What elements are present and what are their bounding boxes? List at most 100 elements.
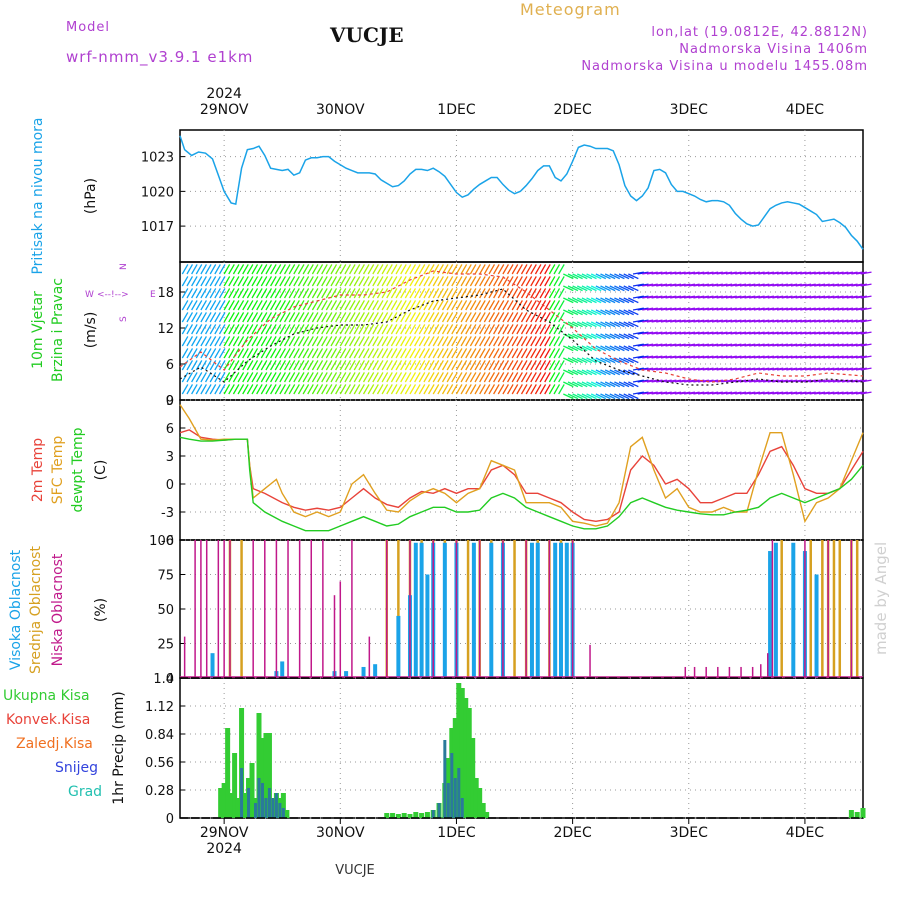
time-label-top: 4DEC xyxy=(786,102,825,118)
wind-arrow xyxy=(497,300,505,311)
wind-arrow xyxy=(316,372,324,383)
wind-arrow xyxy=(735,391,747,395)
wind-arrow xyxy=(423,300,430,311)
wind-arrow xyxy=(702,271,714,275)
wind-arrow xyxy=(716,319,728,323)
wind-arrow xyxy=(725,355,737,359)
cloud-bar xyxy=(513,540,516,678)
wind-arrow xyxy=(632,307,644,311)
wind-arrow xyxy=(311,384,319,395)
cloud-bar xyxy=(850,540,853,678)
wind-arrow xyxy=(656,271,668,275)
wind-arrow xyxy=(632,295,644,299)
wind-arrow xyxy=(744,295,756,299)
wind-arrow xyxy=(311,264,319,275)
wind-arrow xyxy=(823,319,835,323)
wind-arrow xyxy=(195,288,203,299)
wind-arrow xyxy=(642,355,654,359)
wind-arrow xyxy=(679,319,691,323)
wind-arrow xyxy=(855,343,867,347)
wind-arrow xyxy=(455,336,463,347)
wind-arrow xyxy=(242,336,249,347)
wind-arrow xyxy=(534,336,542,347)
temp-line-1 xyxy=(179,429,864,523)
wind-arrow xyxy=(451,336,458,347)
wind-arrow xyxy=(716,307,728,311)
wind-arrow xyxy=(321,348,328,359)
wind-arrow xyxy=(697,271,710,275)
meteogram-title: Meteogram xyxy=(520,0,621,19)
wind-arrow xyxy=(563,309,574,316)
wind-arrow xyxy=(283,372,291,383)
wind-arrow xyxy=(265,276,273,287)
wind-arrow xyxy=(191,288,198,299)
cloud-ylabel-2: Srednja Oblacnost xyxy=(28,546,44,674)
wind-arrow xyxy=(200,384,207,395)
wind-arrow xyxy=(586,285,597,292)
precip-bar xyxy=(259,738,265,818)
wind-arrow xyxy=(814,355,826,359)
wind-arrow xyxy=(776,283,788,287)
wind-arrow xyxy=(539,288,547,299)
wind-arrow xyxy=(609,345,621,352)
wind-arrow xyxy=(497,336,505,347)
wind-arrow xyxy=(520,312,528,323)
wind-arrow xyxy=(200,264,207,275)
wind-arrow xyxy=(530,288,537,299)
y-tick-label: 1.4 xyxy=(153,672,174,687)
wind-arrow xyxy=(376,312,384,323)
wind-arrow xyxy=(632,283,644,287)
wind-arrow xyxy=(725,331,737,335)
wind-arrow xyxy=(693,295,705,299)
wind-arrow xyxy=(428,372,435,383)
precip-bar xyxy=(424,812,430,818)
wind-arrow xyxy=(753,355,765,359)
wind-arrow xyxy=(274,372,282,383)
wind-arrow xyxy=(572,369,583,376)
wind-arrow xyxy=(311,312,319,323)
wind-arrow xyxy=(372,372,379,383)
wind-arrow xyxy=(586,309,597,316)
wind-arrow xyxy=(465,276,472,287)
wind-arrow xyxy=(349,300,356,311)
wind-arrow xyxy=(474,336,482,347)
wind-arrow xyxy=(558,360,565,371)
wind-arrow xyxy=(265,348,273,359)
wind-arrow xyxy=(544,384,551,395)
wind-arrow xyxy=(437,372,444,383)
wind-arrow xyxy=(279,348,286,359)
wind-arrow xyxy=(181,384,189,395)
wind-arrow xyxy=(381,288,389,299)
wind-arrow xyxy=(474,276,482,287)
wind-arrow xyxy=(767,295,779,299)
wind-arrow xyxy=(558,276,565,287)
wind-arrow xyxy=(790,343,802,347)
wind-arrow xyxy=(790,295,802,299)
wind-arrow xyxy=(400,324,407,335)
wind-arrow xyxy=(767,355,779,359)
wind-arrow xyxy=(474,300,482,311)
wind-arrow xyxy=(744,355,756,359)
wind-arrow xyxy=(237,312,245,323)
wind-arrow xyxy=(674,331,686,335)
wind-arrow xyxy=(581,369,593,376)
wind-arrow xyxy=(581,285,593,292)
wind-arrow xyxy=(228,384,235,395)
wind-arrow xyxy=(451,348,458,359)
wind-arrow xyxy=(274,324,282,335)
wind-arrow xyxy=(618,309,630,316)
wind-arrow xyxy=(781,391,793,395)
wind-arrow xyxy=(832,367,844,371)
wind-arrow xyxy=(390,264,398,275)
wind-arrow xyxy=(465,360,472,371)
wind-arrow xyxy=(618,393,630,400)
wind-arrow xyxy=(697,391,710,395)
wind-arrow xyxy=(609,297,621,304)
wind-arrow xyxy=(270,384,277,395)
wind-arrow xyxy=(474,372,482,383)
snow-bar xyxy=(446,783,450,818)
wind-arrow xyxy=(520,360,528,371)
model-name: wrf-nmm_v3.9.1 e1km xyxy=(66,48,254,66)
wind-arrow xyxy=(344,264,352,275)
wind-arrow xyxy=(642,295,654,299)
